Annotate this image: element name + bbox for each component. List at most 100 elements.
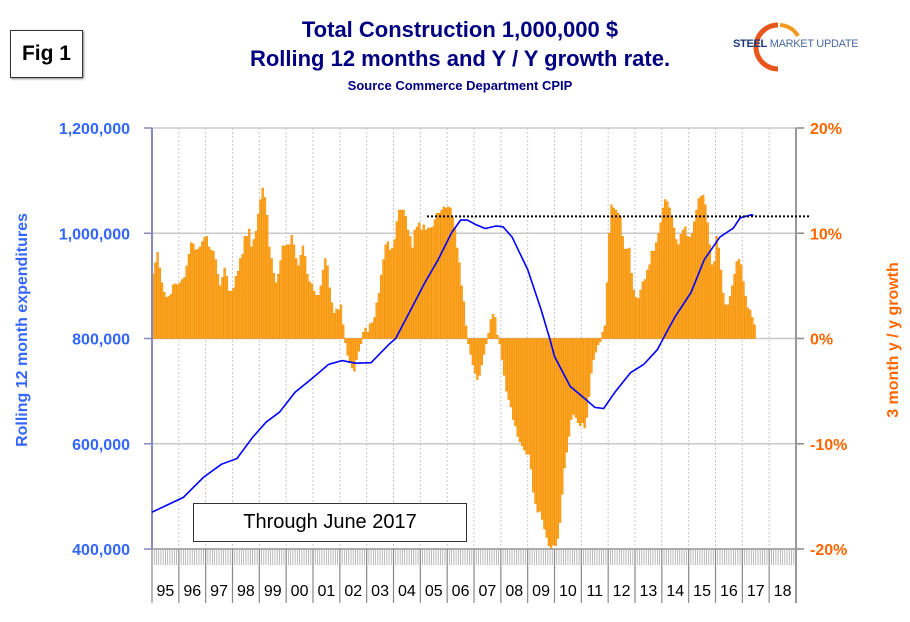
growth-bar bbox=[480, 338, 483, 366]
x-tick-label: 05 bbox=[425, 583, 443, 600]
growth-bar bbox=[402, 209, 405, 339]
x-tick-label: 04 bbox=[398, 583, 416, 600]
growth-bar bbox=[420, 229, 423, 339]
growth-bar bbox=[205, 236, 208, 339]
growth-bar bbox=[373, 317, 376, 339]
note-text: Through June 2017 bbox=[243, 511, 417, 533]
growth-bar bbox=[156, 251, 159, 339]
growth-bar bbox=[547, 338, 551, 547]
growth-bar bbox=[395, 221, 399, 339]
rolling-12-month-line bbox=[151, 213, 754, 513]
growth-bar bbox=[722, 292, 725, 339]
growth-bar bbox=[467, 338, 470, 345]
growth-bar bbox=[433, 219, 437, 339]
growth-bar bbox=[632, 289, 636, 339]
growth-bar bbox=[212, 250, 215, 339]
growth-bar bbox=[657, 233, 660, 339]
growth-bar bbox=[192, 243, 195, 339]
growth-bar bbox=[337, 309, 340, 339]
growth-bar bbox=[476, 338, 479, 380]
growth-bar bbox=[498, 338, 501, 345]
x-tick-label: 13 bbox=[640, 583, 658, 600]
growth-bar bbox=[187, 254, 191, 339]
growth-bar bbox=[690, 233, 694, 339]
growth-bar bbox=[650, 250, 653, 339]
left-tick-label: 600,000 bbox=[72, 437, 130, 454]
x-tick-label: 96 bbox=[183, 583, 201, 600]
growth-bar bbox=[706, 222, 709, 339]
growth-bar bbox=[321, 269, 325, 339]
growth-bar bbox=[281, 245, 284, 339]
growth-bar bbox=[292, 244, 296, 339]
growth-bar bbox=[447, 206, 450, 339]
figure-label: Fig 1 bbox=[21, 42, 71, 65]
growth-bar bbox=[236, 270, 240, 339]
growth-bar bbox=[505, 338, 508, 392]
growth-bar bbox=[449, 207, 452, 339]
growth-bar bbox=[183, 277, 186, 339]
growth-bar bbox=[167, 296, 170, 339]
growth-bar bbox=[514, 338, 517, 427]
growth-bar bbox=[679, 234, 683, 339]
growth-bar bbox=[511, 338, 515, 420]
growth-bar bbox=[254, 230, 258, 339]
growth-bar bbox=[357, 338, 361, 352]
left-axis-title: Rolling 12 month expenditures bbox=[14, 213, 31, 447]
x-tick-label: 06 bbox=[452, 583, 470, 600]
growth-bar bbox=[422, 224, 425, 339]
growth-bar bbox=[250, 246, 253, 339]
growth-bar bbox=[646, 269, 649, 339]
growth-bar bbox=[545, 338, 548, 538]
growth-bar bbox=[525, 338, 528, 455]
growth-bar bbox=[753, 324, 756, 339]
x-tick-label: 15 bbox=[693, 583, 711, 600]
growth-bar bbox=[178, 282, 182, 339]
growth-bar bbox=[163, 291, 166, 339]
growth-bar bbox=[391, 247, 394, 339]
growth-bar bbox=[748, 309, 752, 339]
growth-bar bbox=[648, 264, 651, 339]
growth-bar bbox=[245, 236, 249, 339]
growth-bar bbox=[201, 241, 204, 339]
growth-bar bbox=[426, 227, 430, 339]
right-axis-labels: 20% 10% 0% -10% -20% bbox=[810, 121, 847, 559]
growth-bar bbox=[194, 249, 197, 339]
growth-bar bbox=[330, 302, 334, 339]
growth-bar bbox=[196, 248, 200, 339]
growth-bar bbox=[713, 261, 716, 339]
growth-bar bbox=[317, 295, 320, 339]
x-tick-label: 00 bbox=[291, 583, 309, 600]
growth-bar bbox=[429, 227, 432, 339]
growth-bar bbox=[304, 256, 307, 339]
growth-bar bbox=[241, 254, 244, 339]
x-tick-label: 03 bbox=[371, 583, 389, 600]
growth-bar bbox=[697, 198, 700, 339]
growth-bar bbox=[554, 338, 557, 547]
growth-bar bbox=[496, 335, 499, 339]
note-box: Through June 2017 bbox=[193, 503, 467, 542]
right-tick-label: 10% bbox=[810, 226, 842, 243]
growth-bar bbox=[603, 325, 606, 339]
growth-bar bbox=[207, 246, 211, 339]
growth-bar bbox=[672, 227, 676, 339]
growth-bar bbox=[335, 308, 338, 339]
growth-bar bbox=[491, 314, 495, 339]
growth-bar bbox=[610, 204, 613, 339]
growth-bar bbox=[509, 338, 513, 408]
growth-bar bbox=[686, 236, 689, 339]
growth-bar bbox=[549, 338, 553, 550]
left-axis-labels: 1,200,000 1,000,000 800,000 600,000 400,000 bbox=[59, 121, 130, 559]
growth-bar bbox=[579, 338, 582, 427]
growth-bar bbox=[176, 284, 179, 339]
growth-bar bbox=[581, 338, 584, 423]
growth-bar bbox=[684, 226, 687, 339]
x-tick-label: 98 bbox=[237, 583, 255, 600]
x-tick-label: 95 bbox=[157, 583, 175, 600]
growth-bar bbox=[444, 207, 448, 339]
growth-bar bbox=[270, 258, 273, 339]
growth-bar bbox=[702, 195, 705, 339]
left-tick-label: 800,000 bbox=[72, 332, 130, 349]
growth-bar bbox=[590, 338, 593, 374]
growth-bar bbox=[388, 249, 392, 339]
growth-bar bbox=[261, 187, 264, 339]
